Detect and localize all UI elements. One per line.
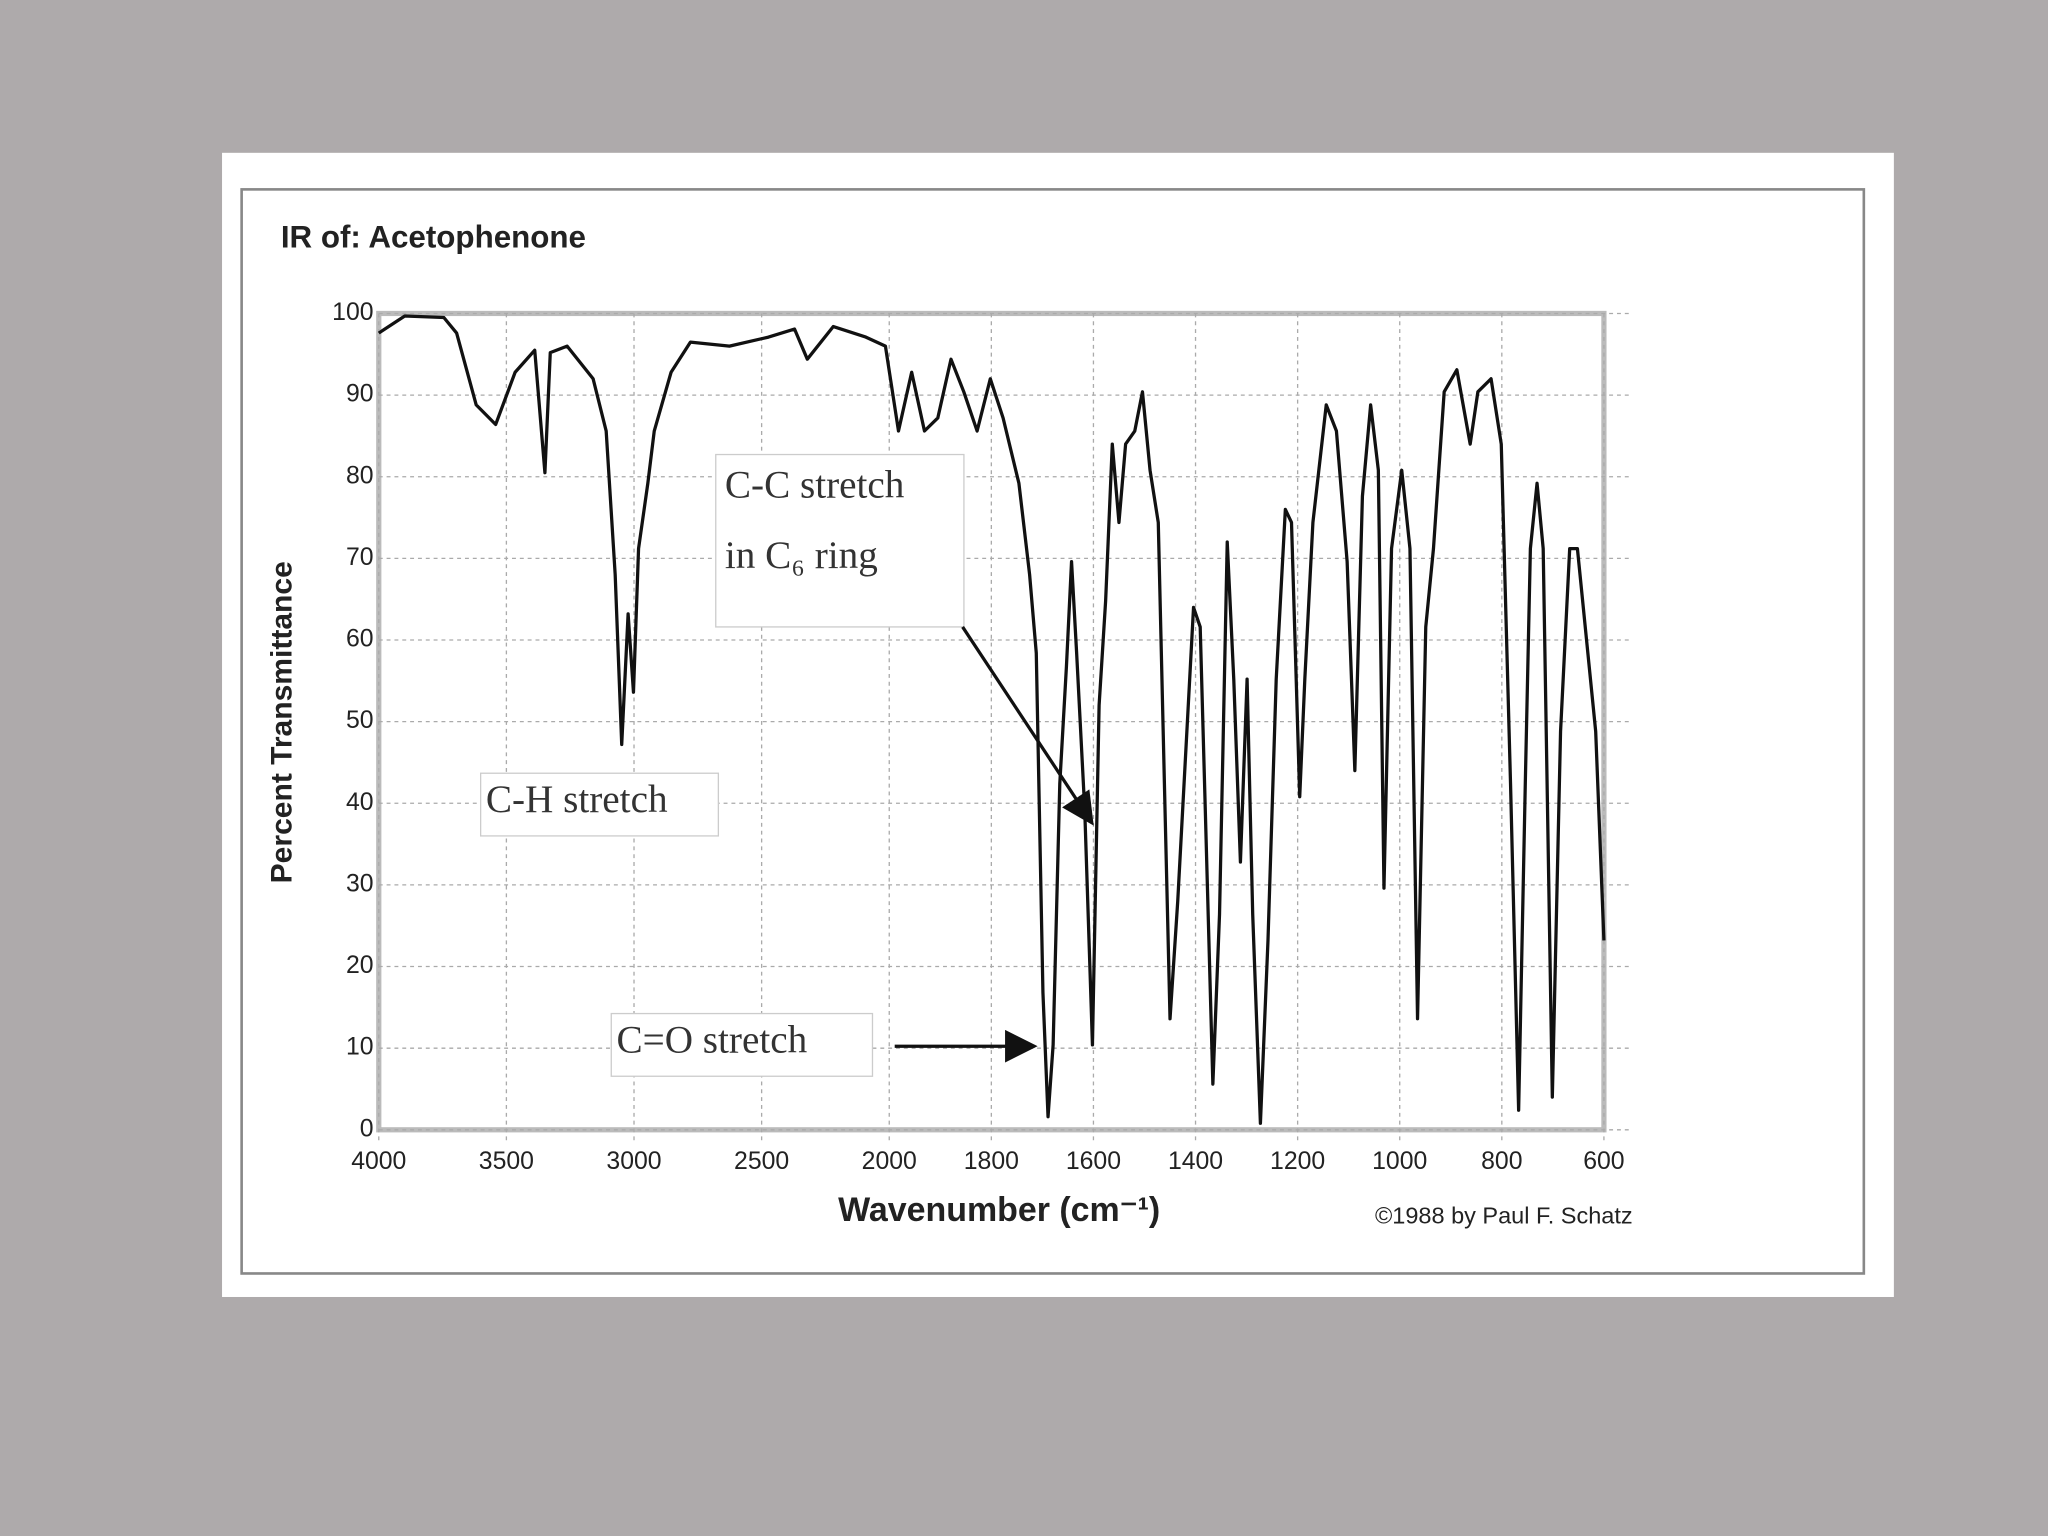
arrow	[961, 626, 1094, 826]
y-tick-label: 10	[346, 1034, 374, 1061]
annotation-box	[480, 772, 720, 837]
x-tick-label: 3500	[479, 1148, 534, 1175]
x-tick-label: 2000	[862, 1148, 917, 1175]
y-tick-label: 30	[346, 870, 374, 897]
y-tick-label: 50	[346, 707, 374, 734]
annotation: C=O stretch	[616, 1019, 807, 1062]
annotation: C-C stretch	[725, 463, 905, 506]
y-tick-label: 100	[332, 299, 373, 326]
x-tick-label: 4000	[351, 1148, 406, 1175]
plot-area: 0 10 20 30 40 50 60 70 80 90 100 4000 3500 3000 2500 20…	[332, 299, 1631, 1175]
x-tick-label: 1400	[1168, 1148, 1223, 1175]
x-tick-label: 2500	[734, 1148, 789, 1175]
y-axis-label: Percent Transmittance	[265, 561, 298, 883]
x-tick-label: 1000	[1372, 1148, 1427, 1175]
x-tick-label: 1600	[1066, 1148, 1121, 1175]
y-tick-label: 40	[346, 789, 374, 816]
chart-title: IR of: Acetophenone	[281, 219, 586, 254]
y-tick-label: 0	[360, 1115, 374, 1142]
y-tick-label: 20	[346, 952, 374, 979]
y-tick-label: 90	[346, 381, 374, 408]
annotation-box	[610, 1012, 874, 1077]
frame	[240, 188, 1866, 1275]
y-tick-label: 80	[346, 462, 374, 489]
y-tick-label: 70	[346, 544, 374, 571]
annotation-box	[715, 453, 965, 628]
x-tick-label: 600	[1583, 1148, 1624, 1175]
x-tick-label: 1800	[964, 1148, 1019, 1175]
x-tick-label: 1200	[1270, 1148, 1325, 1175]
y-tick-label: 60	[346, 626, 374, 653]
x-tick-label: 3000	[606, 1148, 661, 1175]
credit: ©1988 by Paul F. Schatz	[1375, 1203, 1633, 1229]
annotation: in C₆ ring	[725, 534, 878, 577]
annotation: C-H stretch	[486, 778, 668, 821]
x-tick-label: 800	[1481, 1148, 1522, 1175]
x-axis-label: Wavenumber (cm⁻¹)	[838, 1191, 1160, 1229]
spectrum-line	[377, 314, 1606, 1125]
